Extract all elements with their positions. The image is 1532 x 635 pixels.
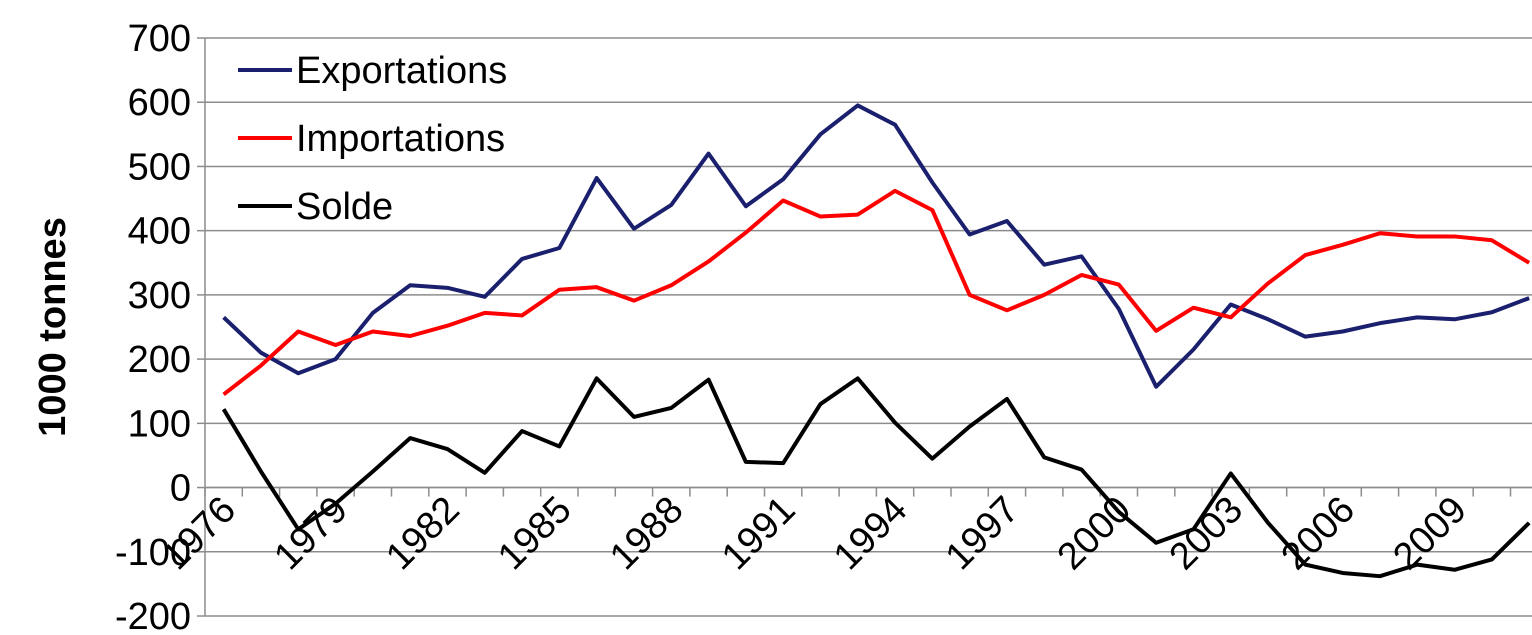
x-tick-label: 1997 <box>938 489 1027 578</box>
series-line <box>221 376 1531 579</box>
series-line <box>222 103 1530 389</box>
legend-label: Importations <box>296 118 505 160</box>
y-tick-label: 500 <box>128 146 191 188</box>
legend-label: Solde <box>296 186 393 228</box>
x-tick-label: 2006 <box>1274 489 1363 578</box>
y-tick-label: 700 <box>128 18 191 60</box>
y-tick-label: 400 <box>128 211 191 253</box>
y-axis-label: 1000 tonnes <box>32 217 74 437</box>
x-tick-label: 1982 <box>378 489 467 578</box>
legend-label: Exportations <box>296 50 507 92</box>
x-tick-label: 2003 <box>1162 489 1251 578</box>
x-tick-label: 2000 <box>1050 489 1139 578</box>
y-tick-label: -200 <box>115 596 191 635</box>
y-tick-label: 600 <box>128 82 191 124</box>
y-tick-label: 200 <box>128 339 191 381</box>
series-line <box>222 188 1531 397</box>
x-tick-label: 1994 <box>826 489 915 578</box>
y-tick-label: 0 <box>170 468 191 510</box>
y-tick-label: -100 <box>115 532 191 574</box>
x-tick-label: 1991 <box>714 489 803 578</box>
x-tick-label: 1985 <box>490 489 579 578</box>
y-tick-label: 100 <box>128 403 191 445</box>
y-tick-label: 300 <box>128 275 191 317</box>
x-tick-label: 1988 <box>602 489 691 578</box>
